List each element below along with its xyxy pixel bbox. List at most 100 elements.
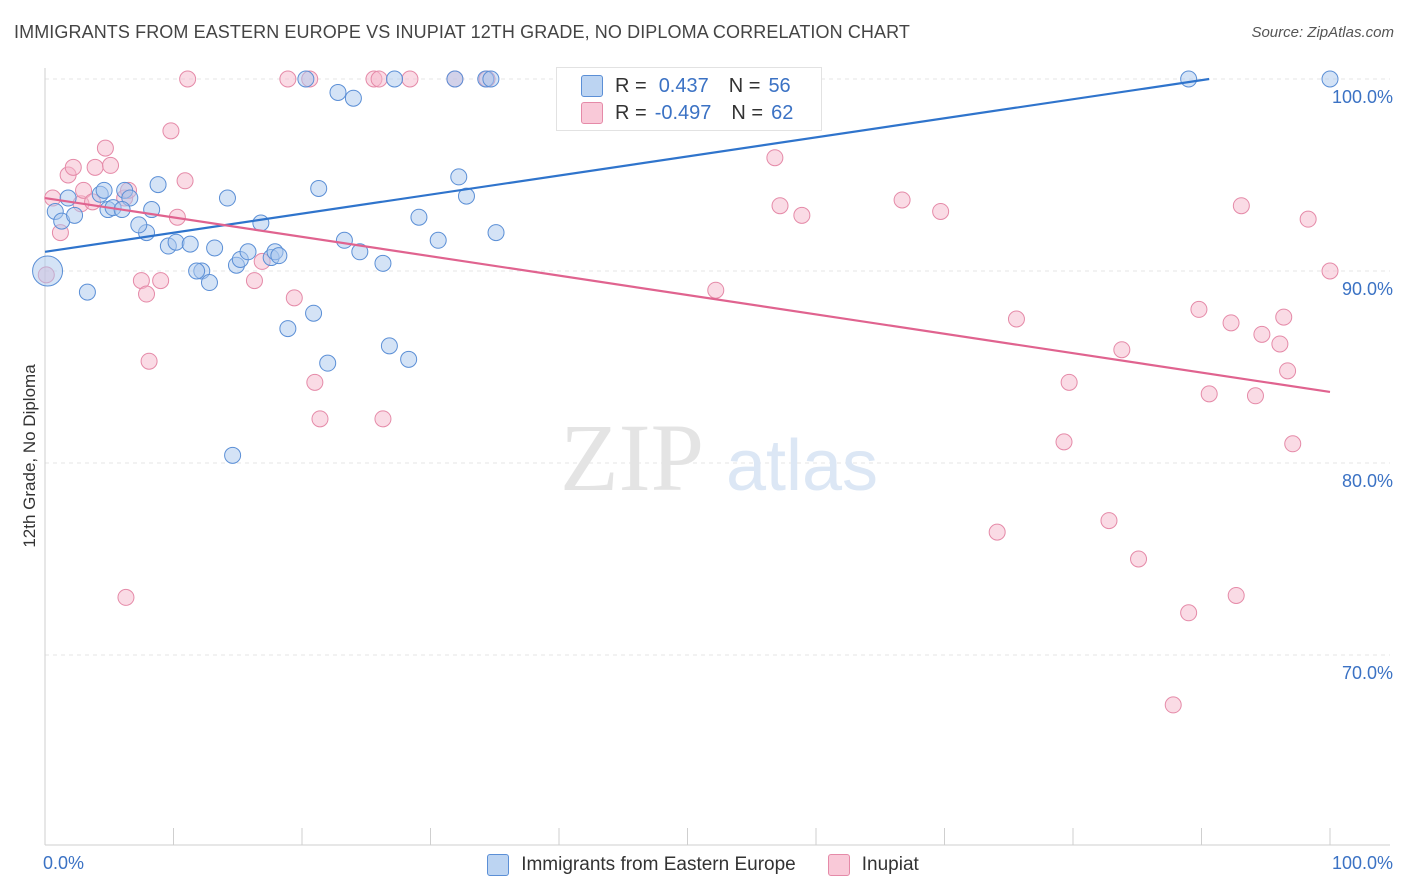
inupiat-point <box>893 191 911 209</box>
inupiat-point <box>1007 310 1025 328</box>
r-label: R = <box>615 74 647 97</box>
chart-title: IMMIGRANTS FROM EASTERN EUROPE VS INUPIA… <box>14 22 910 42</box>
inupiat-point <box>1284 435 1302 453</box>
eastern-europe-point <box>206 239 224 257</box>
inupiat-point <box>1060 373 1078 391</box>
eastern-europe-point <box>380 337 398 355</box>
gridlines <box>45 78 1390 656</box>
legend-swatch-pink <box>581 102 603 124</box>
inupiat-point <box>285 289 303 307</box>
n-label: N = <box>731 101 764 124</box>
x-tick-label: 0.0% <box>43 853 84 873</box>
source-note: Source: ZipAtlas.com <box>1251 24 1394 41</box>
inupiat-point <box>1275 308 1293 326</box>
inupiat-point <box>1253 325 1271 343</box>
inupiat-point <box>102 156 120 174</box>
inupiat-point <box>117 588 135 606</box>
r-value: -0.497 <box>654 101 712 124</box>
inupiat-point <box>96 139 114 157</box>
inupiat-point <box>279 70 297 88</box>
inupiat-point <box>179 70 197 88</box>
inupiat-point <box>401 70 419 88</box>
inupiat-point <box>1055 433 1073 451</box>
inupiat-point <box>771 197 789 215</box>
inupiat-point <box>75 181 93 199</box>
eastern-europe-point <box>78 283 96 301</box>
inupiat-point <box>707 281 725 299</box>
legend-swatch-blue <box>581 75 603 97</box>
inupiat-point <box>766 149 784 167</box>
inupiat-point <box>138 285 156 303</box>
y-axis-label: 12th Grade, No Diploma <box>20 364 39 548</box>
inupiat-point <box>988 523 1006 541</box>
inupiat-point <box>793 206 811 224</box>
eastern-europe-point <box>66 206 84 224</box>
eastern-europe-point <box>410 208 428 226</box>
inupiat-point <box>162 122 180 140</box>
legend-row-eastern-europe: R = 0.437 N = 56 <box>581 73 791 99</box>
inupiat-point <box>1180 604 1198 622</box>
inupiat-point <box>152 272 170 290</box>
inupiat-point <box>1164 696 1182 714</box>
eastern-europe-point <box>279 320 297 338</box>
eastern-europe-point <box>335 231 353 249</box>
legend-swatch-pink <box>827 854 850 876</box>
inupiat-point <box>1279 362 1297 380</box>
eastern-europe-points <box>32 70 1339 464</box>
inupiat-point <box>1113 341 1131 359</box>
inupiat-point <box>932 202 950 220</box>
eastern-europe-point <box>446 70 464 88</box>
tick-labels: 100.0% 90.0% 80.0% 70.0% 0.0% 100.0% <box>43 87 1393 873</box>
eastern-europe-point <box>130 216 148 234</box>
eastern-europe-point <box>1321 70 1339 88</box>
inupiat-point <box>370 70 388 88</box>
r-value: 0.437 <box>658 74 709 97</box>
inupiat-point <box>1130 550 1148 568</box>
inupiat-point <box>1299 210 1317 228</box>
trend-lines <box>44 77 1331 394</box>
inupiat-point <box>1232 197 1250 215</box>
eastern-europe-point <box>329 83 347 101</box>
inupiat-point <box>1200 385 1218 403</box>
eastern-europe-point <box>351 243 369 261</box>
eastern-europe-point <box>59 189 77 207</box>
inupiat-point <box>1100 512 1118 530</box>
eastern-europe-point <box>95 181 113 199</box>
eastern-europe-point <box>218 189 236 207</box>
legend-item-inupiat: Inupiat <box>827 851 919 879</box>
inupiat-points <box>37 70 1339 714</box>
eastern-europe-trend-line <box>44 77 1210 253</box>
inupiat-point <box>1246 387 1264 405</box>
eastern-europe-point <box>1180 70 1198 88</box>
axes <box>44 68 1390 846</box>
eastern-europe-point <box>181 235 199 253</box>
eastern-europe-point <box>344 89 362 107</box>
inupiat-point <box>311 410 329 428</box>
series-legend: Immigrants from Eastern Europe Inupiat <box>0 851 1406 879</box>
eastern-europe-point <box>429 231 447 249</box>
eastern-europe-point <box>224 446 242 464</box>
correlation-legend: R = 0.437 N = 56 R = -0.497 N = 62 <box>556 67 822 131</box>
eastern-europe-point <box>400 350 418 368</box>
inupiat-point <box>86 158 104 176</box>
n-value: 56 <box>768 74 791 97</box>
eastern-europe-point <box>297 70 315 88</box>
eastern-europe-point <box>310 179 328 197</box>
eastern-europe-point <box>200 274 218 292</box>
eastern-europe-point <box>386 70 404 88</box>
eastern-europe-point <box>482 70 500 88</box>
y-tick-label: 100.0% <box>1332 87 1393 107</box>
inupiat-trend-line <box>44 196 1331 394</box>
eastern-europe-point <box>457 187 475 205</box>
legend-swatch-blue <box>487 854 510 876</box>
eastern-europe-point <box>305 304 323 322</box>
legend-label: Inupiat <box>861 854 919 875</box>
r-label: R = <box>615 101 647 124</box>
inupiat-point <box>1190 300 1208 318</box>
inupiat-point <box>245 272 263 290</box>
watermark-zip: ZIP <box>560 404 704 511</box>
eastern-europe-point <box>252 214 270 232</box>
inupiat-point <box>1271 335 1289 353</box>
inupiat-point <box>374 410 392 428</box>
n-value: 62 <box>771 101 794 124</box>
